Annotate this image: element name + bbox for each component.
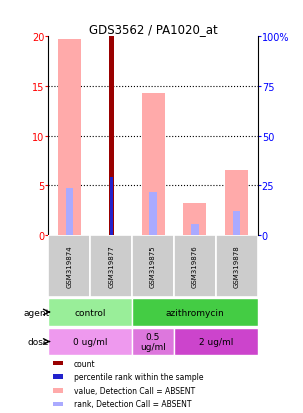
Text: 2 ug/ml: 2 ug/ml (198, 337, 233, 346)
Bar (53, 361, 63, 366)
Bar (191, 224, 198, 235)
Bar (48, 235, 90, 297)
Bar (66, 189, 73, 235)
Text: value, Detection Call = ABSENT: value, Detection Call = ABSENT (74, 386, 195, 395)
Bar (48, 328, 132, 355)
Bar (53, 375, 63, 379)
Bar (183, 204, 206, 235)
Bar (174, 328, 258, 355)
Bar (233, 211, 240, 235)
Bar (48, 299, 132, 326)
Bar (174, 235, 216, 297)
Text: control: control (75, 308, 106, 317)
Text: count: count (74, 359, 95, 368)
Bar (53, 402, 63, 406)
Bar (132, 235, 174, 297)
Text: agent: agent (23, 308, 49, 317)
Text: GSM319875: GSM319875 (150, 245, 156, 288)
Bar (110, 178, 113, 235)
Text: percentile rank within the sample: percentile rank within the sample (74, 372, 203, 381)
Text: rank, Detection Call = ABSENT: rank, Detection Call = ABSENT (74, 399, 191, 408)
Title: GDS3562 / PA1020_at: GDS3562 / PA1020_at (89, 23, 217, 36)
Bar (142, 94, 165, 235)
Text: 0.5
ug/ml: 0.5 ug/ml (140, 332, 166, 351)
Bar (216, 235, 258, 297)
Bar (225, 171, 248, 235)
Bar (149, 193, 157, 235)
Text: GSM319878: GSM319878 (234, 245, 240, 288)
Text: GSM319877: GSM319877 (108, 245, 114, 288)
Bar (90, 235, 132, 297)
Text: dose: dose (28, 337, 49, 346)
Text: GSM319874: GSM319874 (66, 245, 72, 288)
Text: azithromycin: azithromycin (165, 308, 224, 317)
Text: GSM319876: GSM319876 (192, 245, 198, 288)
Bar (58, 40, 81, 235)
Bar (109, 37, 114, 235)
Bar (132, 299, 258, 326)
Bar (53, 388, 63, 393)
Bar (132, 328, 174, 355)
Text: 0 ug/ml: 0 ug/ml (73, 337, 108, 346)
